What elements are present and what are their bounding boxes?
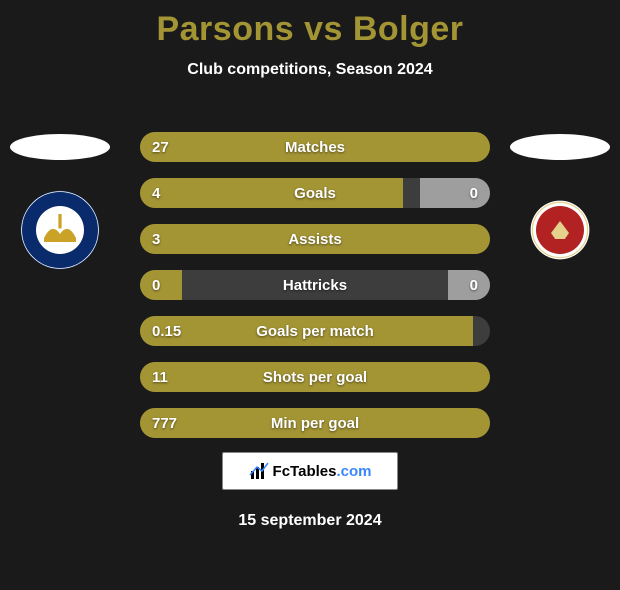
stat-row: Matches27 <box>140 132 490 162</box>
stat-row: Goals40 <box>140 178 490 208</box>
stat-bar-left <box>140 178 403 208</box>
waterford-badge-icon <box>20 190 100 270</box>
club-badge-right <box>520 190 600 270</box>
stat-label: Hattricks <box>140 270 490 300</box>
stats-bars: Matches27 Goals40 Assists3 Hattricks00 Goals… <box>140 132 490 454</box>
player-left-avatar <box>10 134 110 160</box>
page-title: Parsons vs Bolger <box>0 10 620 49</box>
chart-icon <box>249 461 269 481</box>
club-badge-left <box>20 190 100 270</box>
brand-main: Tables <box>290 463 336 480</box>
player-right-avatar <box>510 134 610 160</box>
stat-bar-left <box>140 132 490 162</box>
brand-pre: Fc <box>273 463 291 480</box>
footer-brand-text: FcTables.com <box>273 463 372 480</box>
stat-row: Hattricks00 <box>140 270 490 300</box>
stat-row: Assists3 <box>140 224 490 254</box>
stat-bar-left <box>140 316 473 346</box>
stat-bar-left <box>140 270 182 300</box>
stat-bar-left <box>140 224 490 254</box>
footer-brand-box[interactable]: FcTables.com <box>222 452 398 490</box>
right-club-badge-icon <box>530 200 590 260</box>
stat-bar-right <box>448 270 490 300</box>
stat-row: Shots per goal11 <box>140 362 490 392</box>
stat-bar-left <box>140 362 490 392</box>
stat-bar-left <box>140 408 490 438</box>
stat-row: Goals per match0.15 <box>140 316 490 346</box>
stat-bar-right <box>420 178 490 208</box>
stat-row: Min per goal777 <box>140 408 490 438</box>
page-subtitle: Club competitions, Season 2024 <box>0 61 620 79</box>
brand-suffix: .com <box>336 463 371 480</box>
footer-date: 15 september 2024 <box>0 512 620 530</box>
